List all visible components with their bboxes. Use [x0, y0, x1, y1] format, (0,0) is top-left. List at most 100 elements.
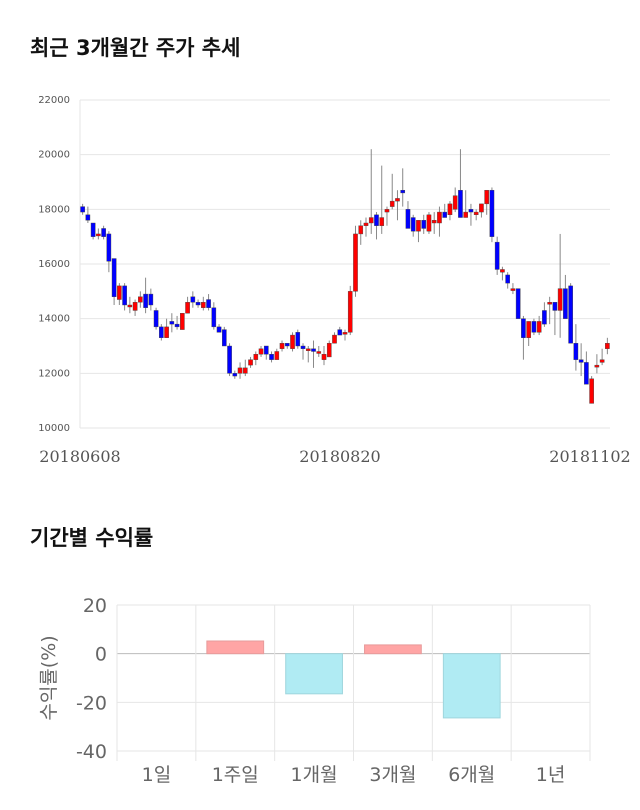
- candle: [143, 293, 148, 308]
- candle: [557, 288, 563, 311]
- y-tick-label: 18000: [38, 204, 70, 215]
- y-tick-label: 16000: [38, 259, 70, 270]
- candle: [442, 211, 448, 218]
- candle: [242, 367, 248, 374]
- candle: [101, 228, 106, 237]
- candle: [568, 285, 573, 344]
- candle: [494, 241, 500, 270]
- candle: [237, 367, 243, 374]
- candle: [169, 321, 175, 325]
- candle: [584, 362, 589, 385]
- y-tick-label: 0: [95, 644, 107, 666]
- candle: [274, 351, 280, 360]
- x-tick-label: 1년: [536, 764, 566, 786]
- candle: [500, 269, 505, 273]
- candle: [410, 217, 416, 232]
- candle: [174, 323, 180, 328]
- candle: [552, 302, 558, 311]
- y-tick-label: 12000: [38, 368, 70, 379]
- candle: [248, 359, 253, 366]
- candle: [368, 217, 374, 224]
- candle: [599, 359, 605, 363]
- candle: [531, 321, 537, 333]
- candle: [159, 326, 164, 339]
- candle: [332, 334, 337, 344]
- candle: [316, 351, 322, 354]
- y-tick-label: 10000: [38, 423, 70, 434]
- candle: [463, 211, 468, 218]
- candle: [589, 378, 594, 404]
- candle: [573, 343, 579, 360]
- candle: [164, 326, 169, 339]
- candle: [353, 233, 358, 292]
- candle: [447, 203, 453, 216]
- candle: [295, 332, 301, 347]
- candle: [132, 302, 138, 311]
- x-tick-label: 1개월: [291, 764, 338, 786]
- bar: [206, 640, 265, 655]
- y-tick-label: -20: [76, 692, 107, 714]
- candle: [311, 348, 316, 352]
- candle: [232, 373, 238, 377]
- candle: [321, 354, 327, 360]
- candle: [206, 299, 211, 308]
- candle: [153, 310, 159, 328]
- candle: [578, 359, 584, 363]
- candle: [505, 274, 510, 284]
- candle: [400, 189, 406, 194]
- candle: [347, 291, 353, 333]
- candle: [547, 302, 552, 305]
- candle: [510, 288, 516, 291]
- candle: [90, 222, 96, 237]
- candle: [563, 288, 568, 319]
- candle: [127, 304, 133, 308]
- candle: [421, 220, 427, 229]
- candle: [290, 334, 295, 349]
- candle: [279, 343, 285, 349]
- candle: [190, 296, 196, 303]
- bar: [364, 644, 422, 655]
- candle: [106, 233, 112, 262]
- y-tick-label: 20000: [38, 150, 70, 161]
- candle: [111, 258, 117, 297]
- candle: [258, 348, 264, 355]
- candle: [253, 354, 259, 360]
- candle: [379, 217, 385, 226]
- candle: [326, 343, 332, 358]
- candle: [384, 209, 390, 213]
- x-tick-label: 6개월: [448, 764, 495, 786]
- candle: [605, 343, 610, 349]
- candle: [342, 332, 348, 335]
- candle: [489, 189, 495, 237]
- y-axis-label: 수익률(%): [38, 635, 60, 720]
- x-tick-label: 20180820: [299, 447, 380, 466]
- candle: [180, 313, 185, 330]
- x-tick-label: 20181102: [549, 447, 630, 466]
- x-tick-label: 20180608: [39, 447, 120, 466]
- candle: [526, 321, 531, 338]
- candle: [216, 326, 222, 333]
- candle: [222, 329, 227, 347]
- candle: [405, 209, 411, 229]
- candle: [458, 189, 463, 218]
- x-tick-label: 1일: [142, 764, 172, 786]
- candle: [138, 296, 143, 303]
- candle: [358, 225, 364, 235]
- candle: [122, 285, 127, 306]
- candle: [117, 285, 122, 300]
- y-tick-label: -40: [76, 741, 107, 763]
- candle: [185, 302, 190, 314]
- candle: [452, 195, 458, 210]
- bar: [442, 653, 501, 719]
- y-tick-label: 20: [83, 595, 107, 617]
- candle: [426, 214, 432, 232]
- y-tick-label: 22000: [38, 95, 70, 106]
- candle: [85, 214, 91, 221]
- candle: [284, 343, 290, 347]
- candle: [195, 302, 201, 306]
- y-tick-label: 14000: [38, 314, 70, 325]
- price-chart-title: 최근 3개월간 주가 추세: [30, 36, 241, 60]
- candle: [211, 307, 217, 328]
- candle: [484, 189, 489, 205]
- candle: [374, 214, 379, 226]
